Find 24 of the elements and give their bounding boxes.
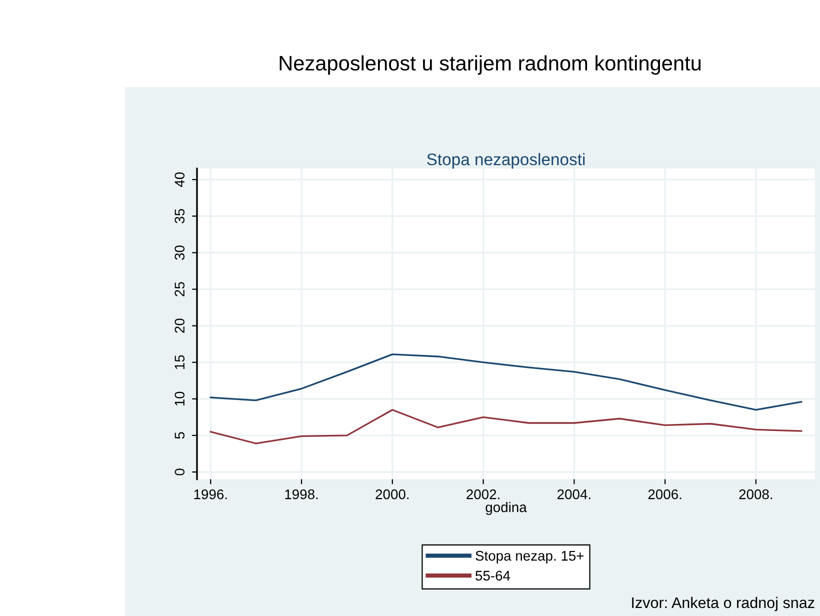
y-tick-label: 30 bbox=[174, 245, 185, 260]
y-tick-label: 10 bbox=[174, 392, 185, 406]
text: Izvor: Anketa o radnoj snaz bbox=[632, 596, 814, 612]
x-tick-label: 2000. bbox=[376, 489, 409, 500]
line-series bbox=[210, 353, 802, 411]
line-series bbox=[210, 409, 802, 444]
y-tick-label: 25 bbox=[174, 282, 185, 296]
y-tick-label: 0 bbox=[174, 468, 185, 476]
legend-label: Stopa nezap. 15+ bbox=[476, 550, 584, 564]
x-tick-label: 2004. bbox=[557, 489, 590, 500]
chart-subtitle: Stopa nezaposlenosti bbox=[427, 153, 585, 169]
x-tick-label: 1998. bbox=[285, 489, 318, 500]
legend-label: 55-64 bbox=[476, 570, 510, 581]
x-tick-label: 2002. bbox=[466, 489, 500, 500]
x-tick-label: 1996. bbox=[194, 489, 227, 500]
x-tick-label: 2006. bbox=[648, 489, 682, 500]
y-tick-label: 15 bbox=[174, 355, 185, 369]
y-tick-label: 35 bbox=[174, 208, 185, 224]
y-tick-label: 40 bbox=[174, 172, 185, 187]
chart-title: Nezaposlenost u starijem radnom kontingentu bbox=[280, 55, 701, 75]
x-axis-title: godina bbox=[486, 502, 527, 515]
y-tick-label: 5 bbox=[174, 432, 185, 439]
x-tick-label: 2008. bbox=[739, 489, 772, 500]
y-tick-label: 20 bbox=[174, 318, 185, 333]
